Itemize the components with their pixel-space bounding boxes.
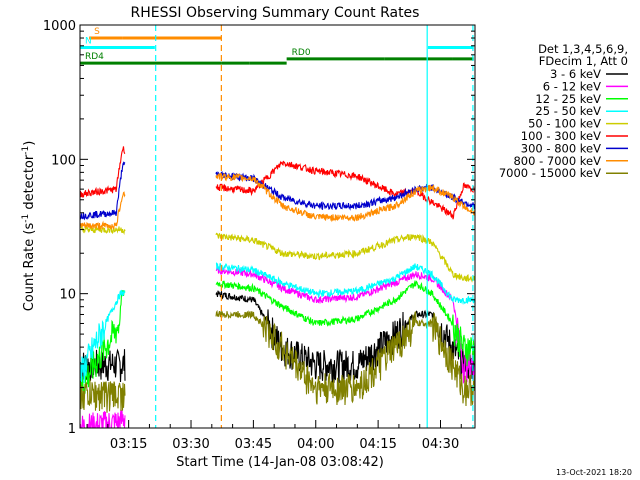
- state-label-s: S: [94, 27, 100, 37]
- series-line-800-7000-kev-b: [215, 172, 475, 223]
- x-tick-label-0400: 04:00: [297, 437, 334, 452]
- legend-entry-300-800-kev: 300 - 800 keV: [521, 141, 601, 155]
- legend-entry-6-12-kev: 6 - 12 keV: [543, 79, 601, 93]
- y-tick-label-100: 100: [51, 153, 76, 168]
- x-tick-label-0330: 03:30: [172, 437, 209, 452]
- state-label-n: N: [85, 36, 92, 46]
- series-line-7000-15000-kev-b: [215, 309, 475, 407]
- y-tick-label-1000: 1000: [43, 19, 76, 34]
- legend-entry-50-100-kev: 50 - 100 keV: [528, 117, 601, 131]
- state-label-rd4: RD4: [85, 52, 104, 62]
- chart-title: RHESSI Observing Summary Count Rates: [131, 5, 420, 21]
- legend-entry-25-50-kev: 25 - 50 keV: [535, 104, 601, 118]
- legend-entry-800-7000-kev: 800 - 7000 keV: [513, 154, 601, 168]
- footer-date: 13-Oct-2021 18:20: [556, 468, 632, 477]
- legend-entry-3-6-kev: 3 - 6 keV: [550, 67, 601, 81]
- y-tick-label-10: 10: [59, 288, 76, 303]
- x-tick-label-0345: 03:45: [235, 437, 272, 452]
- x-tick-label-0430: 04:30: [422, 437, 459, 452]
- series-line-3-6-kev-b: [215, 290, 475, 384]
- x-tick-label-0315: 03:15: [110, 437, 147, 452]
- series-line-50-100-kev-b: [215, 232, 475, 283]
- y-axis-label: Count Rate (s-1 detector-1): [21, 141, 37, 312]
- state-label-rd0: RD0: [292, 48, 311, 58]
- series-line-12-25-kev-b: [215, 280, 475, 367]
- series-line-800-7000-kev-a: [80, 191, 126, 231]
- legend-header-line-1: Det 1,3,4,5,6,9,: [538, 42, 628, 56]
- series-line-25-50-kev-a: [80, 289, 126, 384]
- x-tick-label-0415: 04:15: [359, 437, 396, 452]
- legend: Det 1,3,4,5,6,9, FDecim 1, Att 0 3 - 6 k…: [499, 42, 628, 180]
- vertical-marker-layer: [155, 25, 474, 428]
- y-tick-label-1: 1: [68, 422, 76, 437]
- legend-entry-12-25-kev: 12 - 25 keV: [535, 92, 601, 106]
- series-line-25-50-kev-b: [215, 262, 475, 305]
- legend-entry-100-300-kev: 100 - 300 keV: [521, 129, 601, 143]
- y-axis-ticks: 1 10 100 1000: [43, 19, 475, 437]
- legend-header-line-2: FDecim 1, Att 0: [539, 54, 628, 68]
- series-line-100-300-kev-a: [80, 146, 126, 199]
- state-bar-layer: SN RD4 RD0: [80, 27, 474, 65]
- series-line-6-12-kev-a: [80, 408, 126, 428]
- series-line-6-12-kev-b: [215, 265, 475, 385]
- x-axis-label: Start Time (14-Jan-08 03:08:42): [176, 455, 384, 470]
- plot-frame: [79, 24, 476, 429]
- x-axis-ticks: 03:15 03:30 03:45 04:00 04:15 04:30: [86, 420, 462, 452]
- series-layer: [80, 146, 475, 428]
- legend-entry-7000-15000-kev: 7000 - 15000 keV: [499, 166, 601, 180]
- series-line-7000-15000-kev-a: [80, 379, 126, 413]
- series-line-300-800-kev-a: [80, 161, 126, 221]
